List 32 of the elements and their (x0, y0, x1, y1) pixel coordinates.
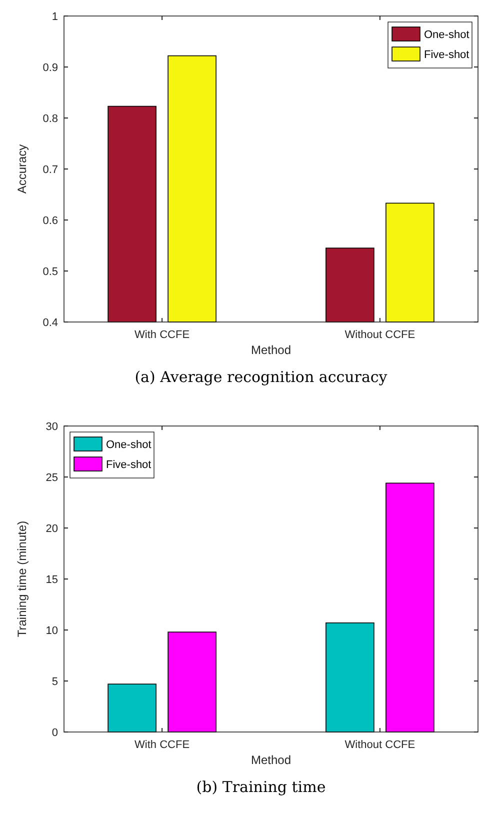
x-tick-label: Without CCFE (344, 739, 416, 751)
legend-label: One-shot (106, 439, 152, 451)
y-tick-label: 0.7 (42, 164, 58, 176)
x-tick-label: With CCFE (134, 329, 190, 341)
bar (108, 684, 156, 732)
bar (168, 632, 216, 732)
x-axis-title: Method (250, 753, 292, 767)
y-tick-label: 0.8 (42, 113, 58, 125)
legend-label: Five-shot (424, 49, 470, 61)
text: (a) Average recognition accuracy (134, 368, 388, 386)
y-tick-label: 0.9 (42, 62, 58, 74)
y-axis-title: Accuracy (15, 144, 29, 194)
y-tick-label: 1 (52, 11, 58, 23)
y-tick-label: 0.6 (42, 215, 58, 227)
y-tick-label: 5 (52, 676, 58, 688)
y-tick-label: 20 (46, 523, 58, 535)
legend-label: Five-shot (106, 459, 152, 471)
y-tick-label: 30 (46, 421, 58, 433)
bar (386, 482, 434, 732)
y-tick-label: 15 (46, 574, 58, 586)
y-tick-label: 0 (52, 727, 58, 739)
y-tick-label: 0.4 (42, 317, 58, 329)
y-axis-title: Training time (minute) (15, 520, 29, 638)
bar (326, 622, 374, 732)
x-tick-label: Without CCFE (344, 329, 416, 341)
y-tick-label: 25 (46, 472, 58, 484)
y-tick-label: 10 (46, 625, 58, 637)
x-axis-title: Method (250, 343, 292, 357)
legend-label: One-shot (424, 29, 470, 41)
text: (b) Training time (196, 778, 326, 796)
y-tick-label: 0.5 (42, 266, 58, 278)
x-tick-label: With CCFE (134, 739, 190, 751)
